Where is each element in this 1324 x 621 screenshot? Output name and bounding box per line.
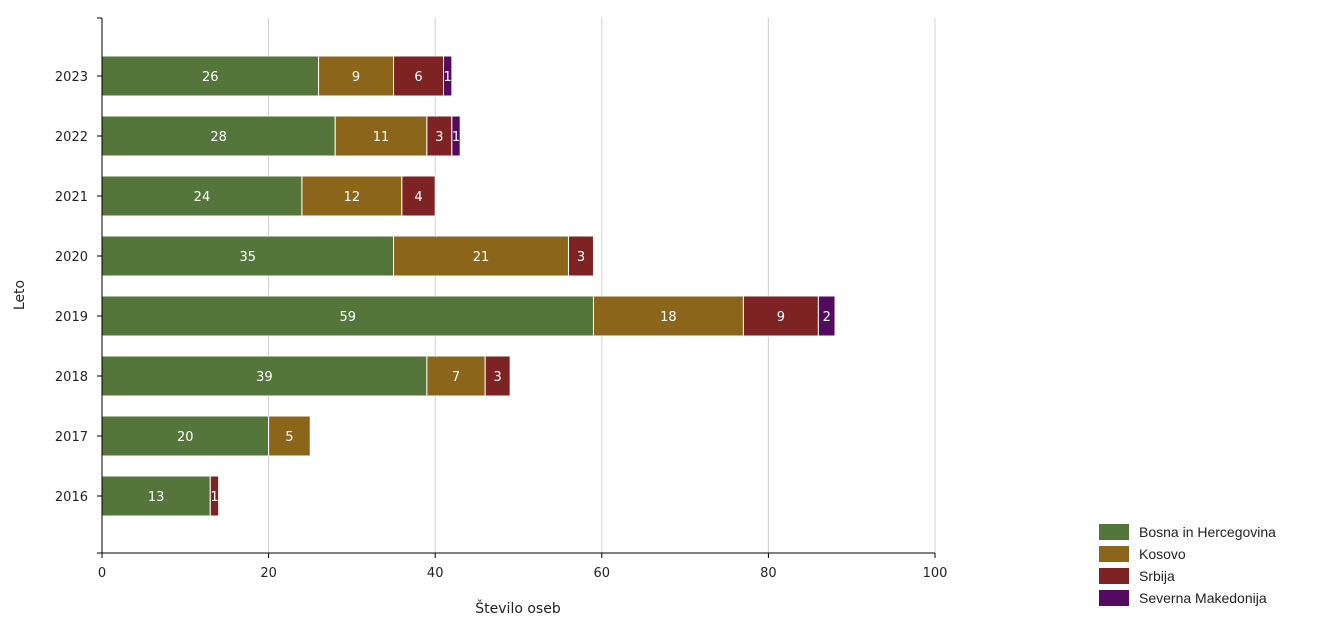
bar-data-label: 24 (194, 190, 211, 205)
y-tick-label: 2023 (55, 70, 88, 85)
bar-data-label: 18 (660, 310, 677, 325)
bar-data-label: 13 (148, 490, 165, 505)
bar-data-label: 3 (577, 250, 585, 265)
bar-2023-series-3 (443, 55, 453, 97)
bar-data-label: 3 (494, 370, 502, 385)
legend-label-0: Bosna in Hercegovina (1139, 524, 1276, 540)
legend-swatch-3 (1099, 590, 1129, 606)
x-tick-label: 20 (260, 566, 277, 581)
bar-data-label: 21 (473, 250, 490, 265)
bar-2018-series-0 (101, 355, 428, 397)
bar-2018-series-2 (484, 355, 511, 397)
axes: 0 20 40 60 80 1002023202220212020201920182017… (55, 17, 948, 581)
bar-data-label: 2 (823, 310, 831, 325)
y-axis-title: Leto (12, 280, 28, 310)
bar-data-label: 3 (435, 130, 443, 145)
bar-2023-series-0 (101, 55, 320, 97)
bar-2016-series-0 (101, 475, 211, 517)
x-axis-title: Število oseb (475, 599, 561, 617)
x-tick-label: 60 (594, 566, 611, 581)
bars: 26 9 6 128 11 3 124 12 435 21 359 18 9 239 7 320 513 1 (101, 55, 836, 517)
bar-2022-series-2 (426, 115, 453, 157)
bar-2021-series-1 (301, 175, 403, 217)
bar-2023-series-1 (318, 55, 395, 97)
bar-2022-series-1 (334, 115, 428, 157)
bar-2017-series-0 (101, 415, 270, 457)
bar-2022-series-3 (451, 115, 461, 157)
bar-2020-series-2 (567, 235, 594, 277)
bar-data-label: 9 (352, 70, 360, 85)
bar-data-label: 1 (444, 70, 452, 85)
legend-label-3: Severna Makedonija (1139, 590, 1267, 606)
legend-swatch-0 (1099, 524, 1129, 540)
bar-data-label: 6 (414, 70, 422, 85)
bar-data-label: 35 (240, 250, 257, 265)
bar-data-label: 7 (452, 370, 460, 385)
legend-swatch-2 (1099, 568, 1129, 584)
bar-2017-series-1 (268, 415, 311, 457)
bar-2016-series-2 (209, 475, 220, 517)
bar-data-label: 11 (373, 130, 390, 145)
bar-2019-series-0 (101, 295, 594, 337)
y-tick-label: 2022 (55, 130, 88, 145)
y-tick-label: 2018 (55, 370, 88, 385)
y-tick-label: 2021 (55, 190, 88, 205)
x-tick-label: 80 (760, 566, 777, 581)
bar-2019-series-3 (817, 295, 836, 337)
bar-data-label: 5 (285, 430, 293, 445)
bar-data-label: 4 (414, 190, 422, 205)
y-tick-label: 2020 (55, 250, 88, 265)
bar-2021-series-2 (401, 175, 436, 217)
bar-data-label: 1 (210, 490, 218, 505)
bar-2020-series-1 (393, 235, 569, 277)
x-tick-label: 100 (923, 566, 948, 581)
gridlines (268, 18, 936, 553)
x-tick-label: 0 (98, 566, 106, 581)
bar-data-label: 39 (256, 370, 273, 385)
y-tick-label: 2019 (55, 310, 88, 325)
bar-data-label: 26 (202, 70, 219, 85)
legend-label-2: Srbija (1139, 568, 1175, 584)
bar-data-label: 1 (452, 130, 460, 145)
legend-label-1: Kosovo (1139, 546, 1186, 562)
bar-data-label: 9 (777, 310, 785, 325)
legend: Bosna in Hercegovina Kosovo Srbija Severna … (1099, 524, 1276, 606)
legend-swatch-1 (1099, 546, 1129, 562)
bar-data-label: 28 (210, 130, 227, 145)
y-tick-label: 2016 (55, 490, 88, 505)
bar-2023-series-2 (393, 55, 445, 97)
y-tick-label: 2017 (55, 430, 88, 445)
bar-data-label: 59 (339, 310, 356, 325)
bar-data-label: 12 (344, 190, 361, 205)
x-tick-label: 40 (427, 566, 444, 581)
bar-data-label: 20 (177, 430, 194, 445)
